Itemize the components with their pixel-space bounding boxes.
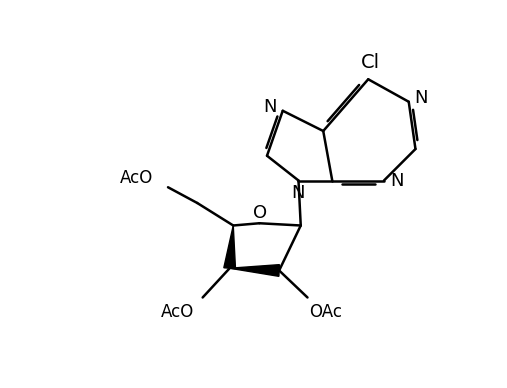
Text: O: O xyxy=(253,204,267,222)
Polygon shape xyxy=(230,265,279,276)
Text: N: N xyxy=(390,172,404,191)
Text: AcO: AcO xyxy=(160,303,194,321)
Text: N: N xyxy=(415,89,428,107)
Text: N: N xyxy=(291,184,304,202)
Text: AcO: AcO xyxy=(120,169,153,187)
Text: N: N xyxy=(264,98,277,116)
Text: OAc: OAc xyxy=(309,303,342,321)
Text: Cl: Cl xyxy=(361,53,380,72)
Polygon shape xyxy=(224,225,235,269)
